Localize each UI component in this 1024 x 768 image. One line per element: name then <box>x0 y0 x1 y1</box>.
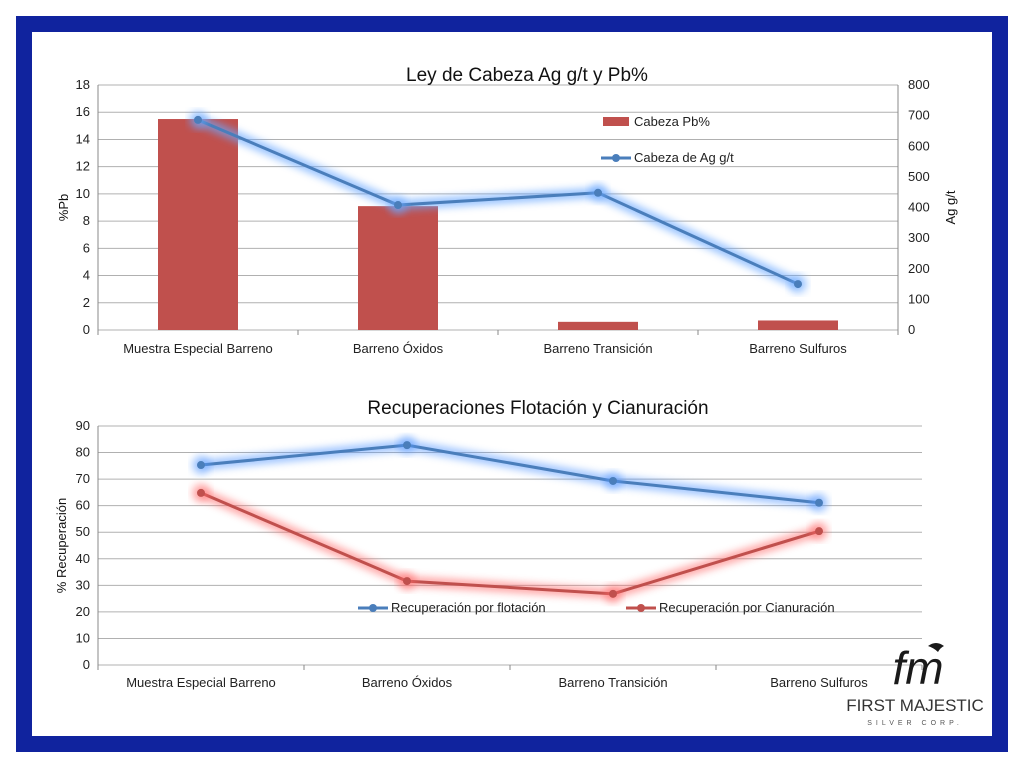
legend-label: Recuperación por flotación <box>391 600 546 615</box>
logo-monogram: fm <box>892 642 943 694</box>
legend-swatch <box>603 117 629 126</box>
series-glow <box>196 115 801 289</box>
bar <box>358 206 438 330</box>
data-point <box>815 498 823 507</box>
y-tick-label: 0 <box>83 322 90 337</box>
data-point <box>197 488 205 497</box>
data-point <box>609 589 617 598</box>
bar <box>158 119 238 331</box>
legend-marker <box>369 604 377 612</box>
y-tick-label: 16 <box>76 104 90 119</box>
y-tick-label: 90 <box>76 418 90 433</box>
y-tick-label: 10 <box>76 630 90 645</box>
y-tick-label: 0 <box>83 657 90 672</box>
data-point <box>794 280 802 289</box>
bar <box>758 320 838 330</box>
x-tick-label: Barreno Óxidos <box>362 675 453 690</box>
x-tick-label: Barreno Transición <box>543 341 652 356</box>
y-tick-label: 40 <box>76 551 90 566</box>
y2-tick-label: 100 <box>908 291 930 306</box>
legend-label: Cabeza Pb% <box>634 114 710 129</box>
series-line <box>197 118 799 286</box>
y-tick-label: 60 <box>76 498 90 513</box>
y2-tick-label: 800 <box>908 77 930 92</box>
eagle-icon <box>928 643 944 652</box>
legend-label: Recuperación por Cianuración <box>659 600 835 615</box>
y-axis-title: %Pb <box>56 194 71 221</box>
data-point <box>194 115 202 124</box>
chart-title: Recuperaciones Flotación y Cianuración <box>367 398 708 419</box>
logo-name: FIRST MAJESTIC <box>846 696 984 715</box>
y2-tick-label: 200 <box>908 261 930 276</box>
data-point <box>394 201 402 210</box>
series-line <box>200 491 820 596</box>
data-point <box>815 527 823 536</box>
y2-tick-label: 600 <box>908 138 930 153</box>
legend-marker <box>612 154 620 162</box>
first-majestic-logo: fm FIRST MAJESTIC SILVER CORP. <box>840 636 990 736</box>
x-tick-label: Barreno Transición <box>558 675 667 690</box>
series-glow <box>199 488 821 599</box>
series-line <box>200 443 820 505</box>
y-tick-label: 4 <box>83 268 90 283</box>
y2-tick-label: 500 <box>908 169 930 184</box>
y-tick-label: 30 <box>76 577 90 592</box>
chart-title: Ley de Cabeza Ag g/t y Pb% <box>406 65 648 86</box>
y-tick-label: 50 <box>76 524 90 539</box>
x-tick-label: Barreno Sulfuros <box>770 675 868 690</box>
y-tick-label: 8 <box>83 213 90 228</box>
y-tick-label: 12 <box>76 159 90 174</box>
x-tick-label: Muestra Especial Barreno <box>126 675 276 690</box>
legend-marker <box>637 604 645 612</box>
y2-tick-label: 700 <box>908 108 930 123</box>
y-tick-label: 6 <box>83 240 90 255</box>
bar <box>558 321 638 330</box>
y-tick-label: 70 <box>76 471 90 486</box>
y2-axis-title: Ag g/t <box>943 190 958 224</box>
y-tick-label: 14 <box>76 131 90 146</box>
y-tick-label: 2 <box>83 295 90 310</box>
y2-tick-label: 400 <box>908 200 930 215</box>
y2-tick-label: 300 <box>908 230 930 245</box>
data-point <box>403 441 411 450</box>
logo-mark: fm FIRST MAJESTIC SILVER CORP. <box>846 642 984 727</box>
logo-subtitle: SILVER CORP. <box>867 720 963 727</box>
data-point <box>594 188 602 197</box>
y-tick-label: 10 <box>76 186 90 201</box>
x-tick-label: Barreno Sulfuros <box>749 341 847 356</box>
data-point <box>609 476 617 485</box>
data-point <box>403 577 411 586</box>
y2-tick-label: 0 <box>908 322 915 337</box>
legend-label: Cabeza de Ag g/t <box>634 150 734 165</box>
data-point <box>197 461 205 470</box>
x-tick-label: Barreno Óxidos <box>353 341 444 356</box>
x-tick-label: Muestra Especial Barreno <box>123 341 273 356</box>
y-tick-label: 18 <box>76 77 90 92</box>
y-tick-label: 20 <box>76 604 90 619</box>
y-tick-label: 80 <box>76 445 90 460</box>
y-axis-title: % Recuperación <box>54 498 69 593</box>
